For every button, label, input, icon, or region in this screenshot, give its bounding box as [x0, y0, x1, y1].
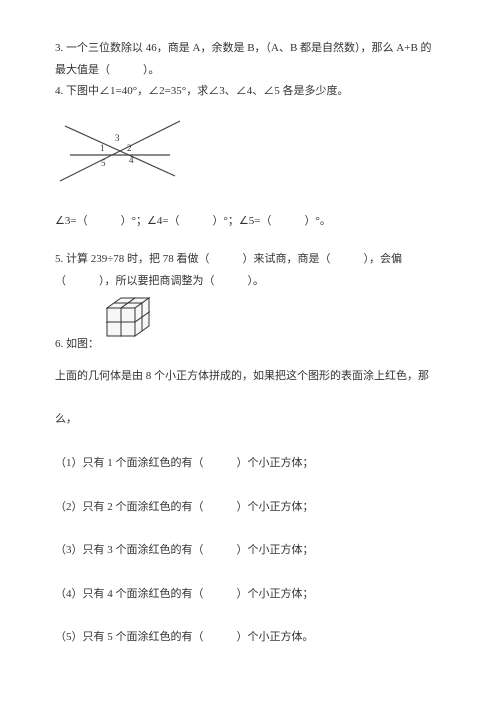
q5-line2: （ ），所以要把商调整为（ ）。: [55, 273, 445, 291]
q6-sub-1: （1）只有 1 个面涂红色的有（ ）个小正方体；: [55, 455, 445, 473]
q4-figure: 12345: [55, 111, 445, 198]
q6-sub-5: （5）只有 5 个面涂红色的有（ ）个小正方体。: [55, 629, 445, 647]
q6-sub-2: （2）只有 2 个面涂红色的有（ ）个小正方体；: [55, 499, 445, 517]
svg-text:2: 2: [127, 143, 132, 153]
q6-intro-a: 上面的几何体是由 8 个小正方体拼成的，如果把这个图形的表面涂上红色，那: [55, 368, 445, 386]
svg-text:5: 5: [101, 158, 106, 168]
q3-line1: 3. 一个三位数除以 46，商是 A，余数是 B，（A、B 都是自然数），那么 …: [55, 40, 445, 58]
q6-label: 6. 如图：: [55, 336, 99, 358]
q6-sub-4: （4）只有 4 个面涂红色的有（ ）个小正方体；: [55, 586, 445, 604]
svg-text:1: 1: [100, 143, 105, 153]
q6-figure: [99, 296, 169, 358]
q4-text: 4. 下图中∠1=40°，∠2=35°，求∠3、∠4、∠5 各是多少度。: [55, 83, 445, 101]
q6-intro-b: 么，: [55, 411, 445, 429]
svg-text:4: 4: [129, 155, 134, 165]
svg-text:3: 3: [115, 133, 120, 143]
q5-line1: 5. 计算 239÷78 时，把 78 看做（ ）来试商，商是（ ），会偏: [55, 251, 445, 269]
q6-row: 6. 如图：: [55, 296, 445, 358]
q4-answers: ∠3=（ ）°；∠4=（ ）°；∠5=（ ）°。: [55, 213, 445, 231]
q3-line2: 最大值是（ ）。: [55, 62, 445, 80]
q6-sub-3: （3）只有 3 个面涂红色的有（ ）个小正方体；: [55, 542, 445, 560]
